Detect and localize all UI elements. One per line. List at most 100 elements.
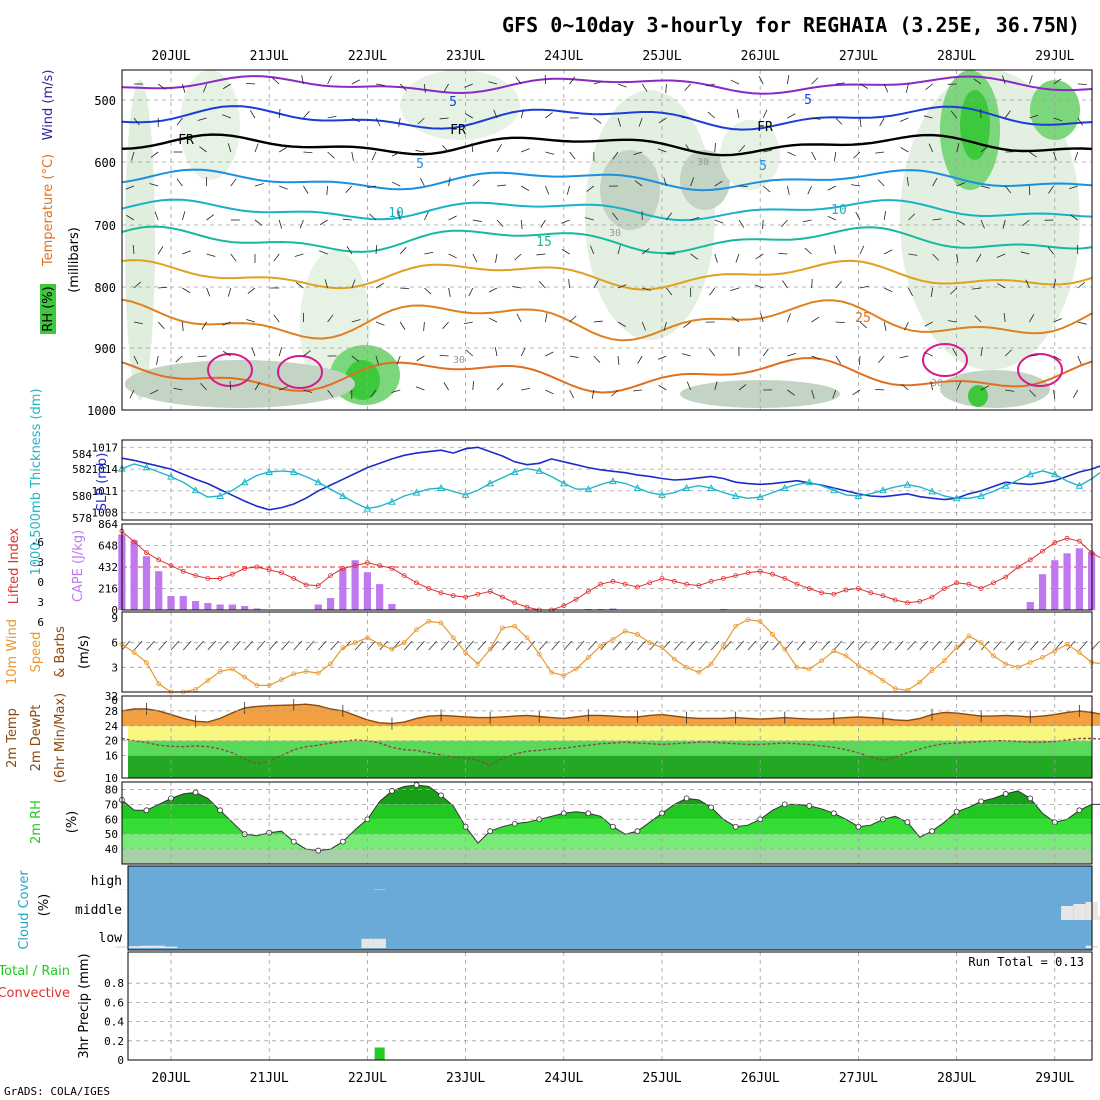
cloud-bar [1061,906,1074,920]
wind-speed-marker [561,673,567,678]
wind-barb [545,313,548,323]
wind-barb [932,253,940,261]
wind-speed-marker [364,635,370,641]
wind-barb [612,212,619,221]
surface-wind-barb [1005,640,1014,651]
cloud-bar [1097,916,1100,920]
wind-barb [833,245,837,255]
wind-barb [299,219,304,229]
wind-speed-marker [401,640,407,646]
lifted-index-marker [156,557,162,563]
lifted-index-marker [868,590,874,596]
wind-speed-marker [389,646,395,652]
cape-tick-label: 0 [111,604,118,617]
wind-barb [738,384,747,391]
panel-frame [127,951,1093,1061]
wind-barb [1002,219,1006,229]
surface-wind-barb [1066,640,1076,651]
lifted-index-marker [1076,538,1082,544]
cape-bar [376,584,384,610]
wind-barb [398,117,401,127]
wind-barb [585,217,594,221]
wind-barb [520,109,524,119]
wind-barb [681,353,691,357]
wind-speed-marker [131,650,137,655]
wind-axis-label-a: 10m Wind [5,619,20,685]
wind-barb [375,83,385,86]
freezing-level-contour [121,133,1093,157]
wind-barb [468,287,474,297]
wind-speed-marker [966,633,972,639]
wind-barb [714,253,718,263]
wind-speed-marker [782,646,788,652]
wind-speed-marker [303,669,309,674]
wind-barb [254,219,263,226]
wind-barb [593,80,603,85]
wind-barb [375,117,381,127]
lifted-index-marker [782,576,788,581]
wind-barb [804,247,812,255]
wind-barb [278,347,283,357]
wind-barb [254,382,261,391]
lifted-index-marker [229,571,235,577]
wind-barb [472,219,482,222]
cape-bar [363,572,371,610]
wind-speed-marker [352,640,358,646]
rh-shading [345,360,380,400]
lifted-index-tick-label: 6 [37,616,44,629]
wind-barb [175,355,183,363]
contour-label: 5 [416,157,424,172]
wind-barb [345,185,353,193]
rh-band [122,804,1092,820]
wind-barb [950,110,958,119]
wind-barb [132,244,135,255]
wind-barb [157,246,164,255]
contour-label: FR [450,123,466,138]
panel-frame [121,523,1093,611]
lifted-index-marker [1015,564,1021,570]
wind-speed-marker [414,627,419,632]
bottom-date-label: 24JUL [544,1071,583,1086]
wind-barb [658,117,667,124]
slp-series-line [121,446,1100,511]
wind-barb [883,211,887,221]
wind-barb [512,286,522,289]
cloud-level-label: high [91,874,122,889]
precip-tick-label: 0 [117,1054,124,1067]
slp-thickness-panel: 584 582 580 578 1017 1014 1011 1008 1000-500mb T… [29,388,1100,576]
lifted-index-marker [610,578,616,584]
rh-tick-label: 60 [105,813,118,826]
wind-speed-marker [1040,655,1045,660]
wind-speed-marker [377,641,383,647]
wind-barb [278,108,281,119]
wind-barb [827,185,836,191]
wind-barb [327,314,334,323]
surface-wind-barb [796,640,806,651]
wind-barb [708,348,716,357]
lifted-index-marker [524,604,530,610]
surface-wind-barb [894,640,904,651]
cape-bar [609,608,617,610]
wind-barb [173,387,183,391]
slp-tick-label: 1011 [92,485,119,498]
rh-band [122,819,1092,835]
wind-barb [666,287,673,296]
lifted-index-marker [647,580,653,586]
wind-barb [787,352,797,357]
surface-wind-barb [219,640,229,651]
bottom-date-label: 25JUL [642,1071,681,1086]
rh-marker [143,807,150,814]
wind-barb [230,253,237,262]
wind-barb [157,321,165,329]
wind-barb [150,151,159,158]
wind-barb [545,185,550,195]
lifted-index-marker [635,584,640,590]
wind-barb [399,247,407,255]
surface-wind-barb [624,640,634,651]
wind-barb [442,321,449,329]
wind-speed-marker [794,664,800,670]
wind-barb [351,117,361,123]
wind-barb [351,279,356,289]
wind-speed-marker [659,645,665,650]
wind-barb [514,253,522,261]
